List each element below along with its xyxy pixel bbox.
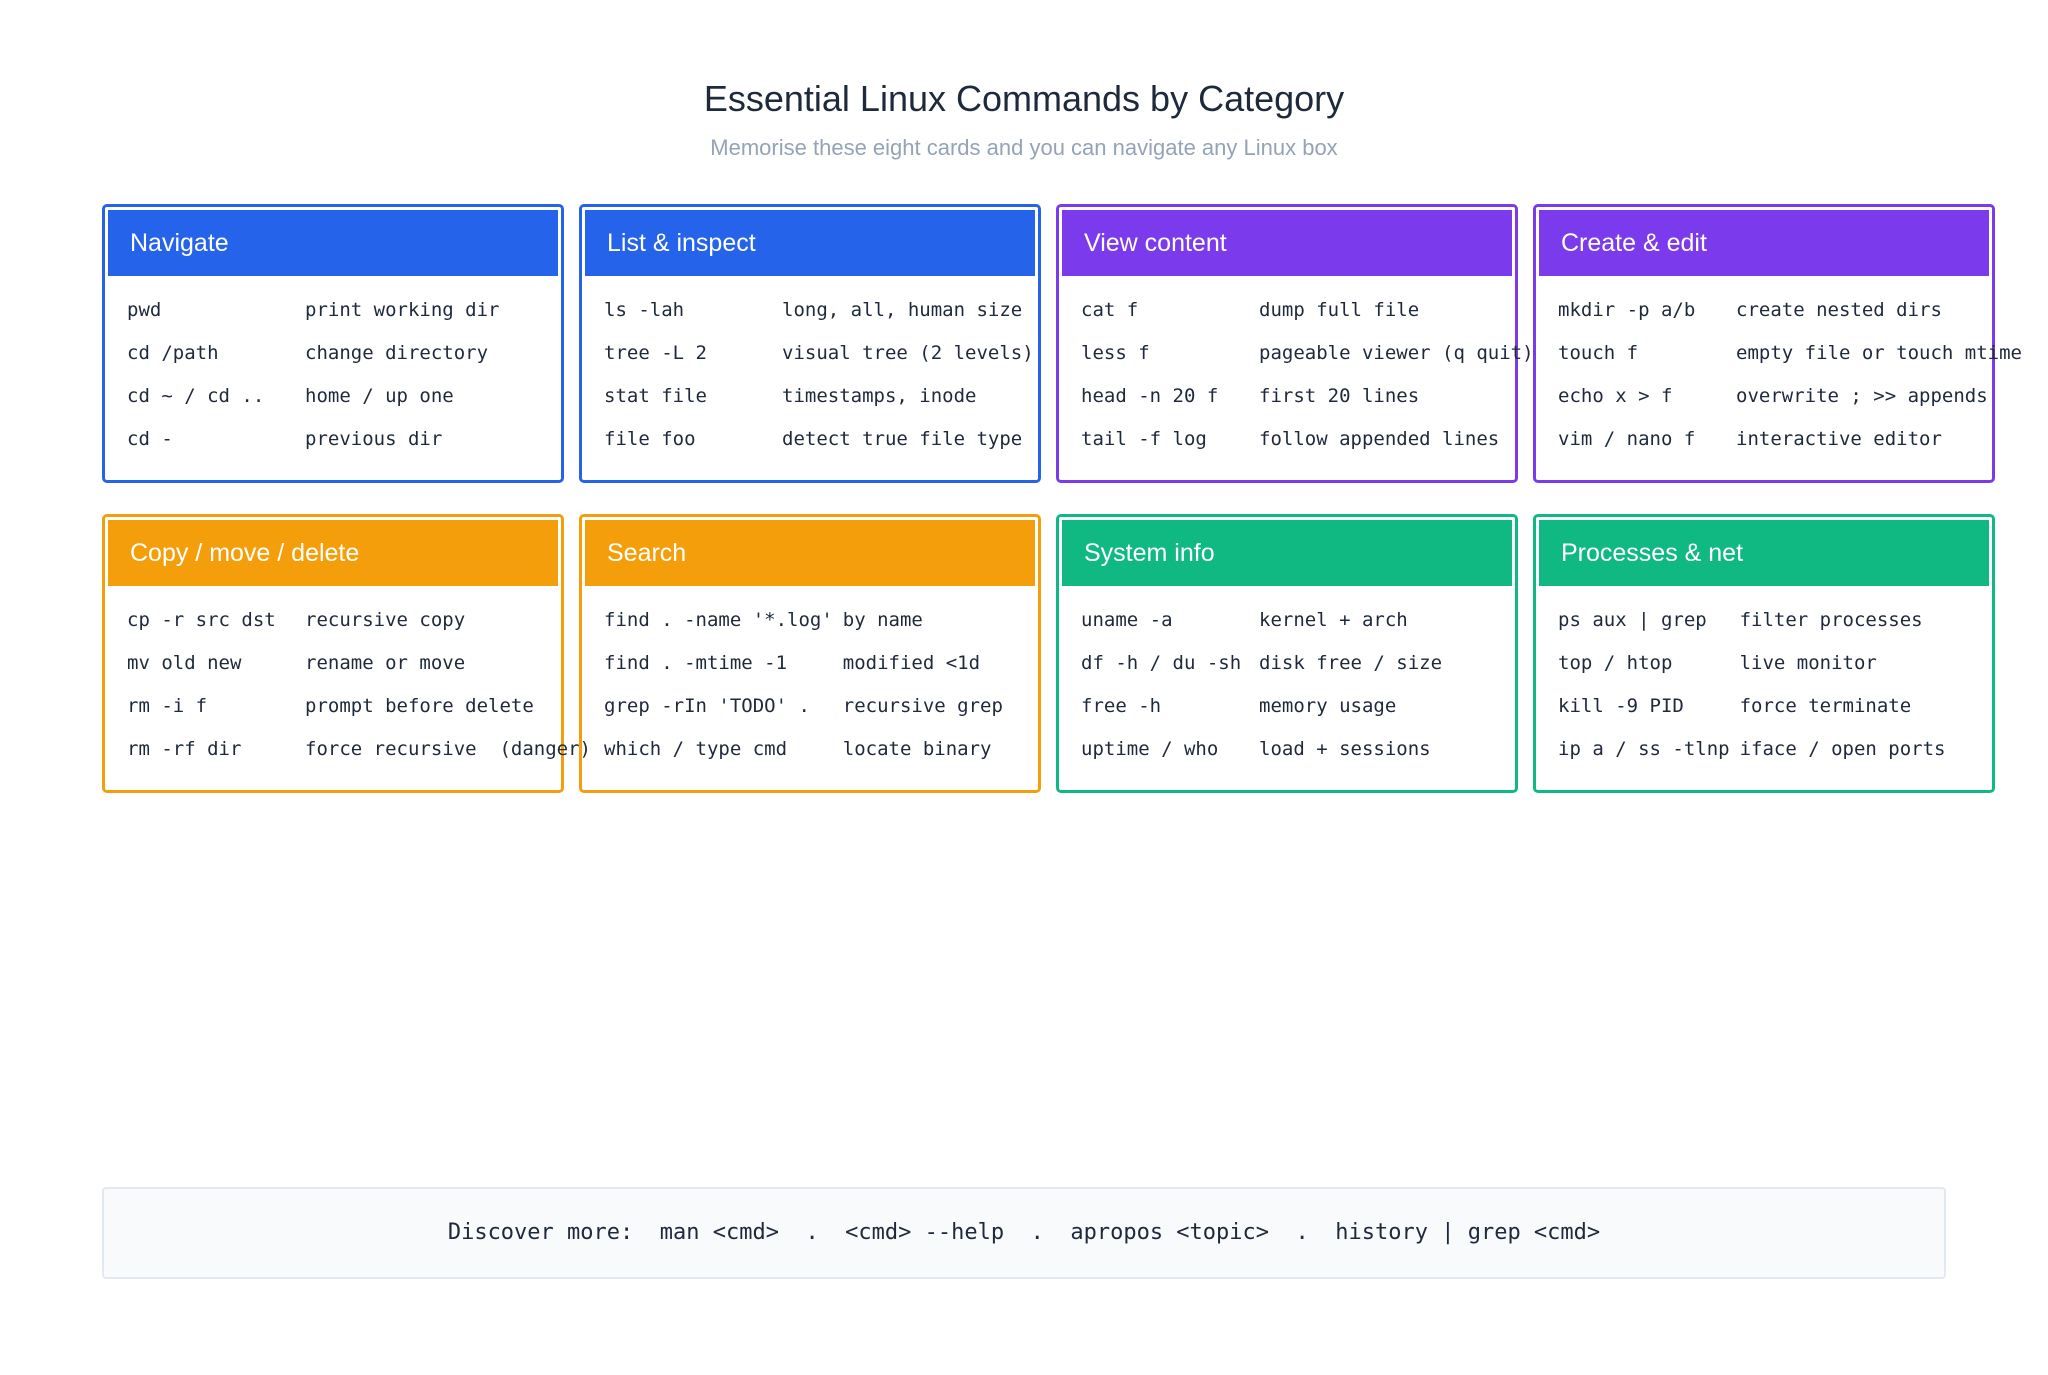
command: mkdir -p a/b bbox=[1558, 299, 1696, 321]
command: tail -f log bbox=[1081, 428, 1207, 450]
description: force terminate bbox=[1739, 695, 1912, 717]
command: rm -rf dir bbox=[127, 738, 242, 760]
description: kernel + arch bbox=[1259, 609, 1408, 631]
card-title: Search bbox=[585, 520, 1035, 586]
command: uptime / who bbox=[1081, 738, 1219, 760]
description: rename or move bbox=[305, 652, 466, 674]
command-list: ps aux | grep filter processes top / htop l… bbox=[1539, 586, 1989, 762]
description: dump full file bbox=[1259, 299, 1420, 321]
command: cd - bbox=[127, 428, 173, 450]
description: pageable viewer (q quit) bbox=[1259, 342, 1534, 364]
command-list: mkdir -p a/b create nested dirs touch f emp… bbox=[1539, 276, 2022, 452]
description: modified <1d bbox=[842, 652, 981, 674]
description: create nested dirs bbox=[1736, 299, 1942, 321]
command: ip a / ss -tlnp bbox=[1558, 738, 1730, 760]
description: follow appended lines bbox=[1259, 428, 1500, 450]
description: timestamps, inode bbox=[782, 385, 977, 407]
description: locate binary bbox=[842, 738, 992, 760]
card-title: Create & edit bbox=[1539, 210, 1989, 276]
card-title: List & inspect bbox=[585, 210, 1035, 276]
description: home / up one bbox=[305, 385, 454, 407]
description: long, all, human size bbox=[782, 299, 1023, 321]
command: kill -9 PID bbox=[1558, 695, 1684, 717]
command-list: pwd print working dir cd /path change direc… bbox=[108, 276, 558, 452]
description: memory usage bbox=[1259, 695, 1397, 717]
command: free -h bbox=[1081, 695, 1162, 717]
description: change directory bbox=[305, 342, 489, 364]
command: less f bbox=[1081, 342, 1150, 364]
description: first 20 lines bbox=[1259, 385, 1420, 407]
card: Search find . -name '*.log' by name find . … bbox=[579, 514, 1041, 793]
card-title: View content bbox=[1062, 210, 1512, 276]
card-title: Processes & net bbox=[1539, 520, 1989, 586]
card: Processes & net ps aux | grep filter proce… bbox=[1533, 514, 1995, 793]
command: vim / nano f bbox=[1558, 428, 1696, 450]
description: filter processes bbox=[1739, 609, 1923, 631]
description: force recursive (danger) bbox=[305, 738, 591, 760]
command: uname -a bbox=[1081, 609, 1173, 631]
card: System info uname -a kernel + arch df -h / … bbox=[1056, 514, 1518, 793]
description: recursive grep bbox=[842, 695, 1003, 717]
command: mv old new bbox=[127, 652, 242, 674]
command: head -n 20 f bbox=[1081, 385, 1219, 407]
command: pwd bbox=[127, 299, 162, 321]
description: disk free / size bbox=[1259, 652, 1443, 674]
title: Essential Linux Commands by Category bbox=[703, 78, 1345, 119]
description: detect true file type bbox=[782, 428, 1023, 450]
card-grid: Navigate pwd print working dir cd /path chan… bbox=[102, 204, 2022, 793]
command: cp -r src dst bbox=[127, 609, 276, 631]
subtitle: Memorise these eight cards and you can n… bbox=[710, 135, 1338, 160]
command: grep -rIn 'TODO' . bbox=[604, 695, 810, 717]
footer: Discover more: man <cmd> . <cmd> --help … bbox=[102, 1187, 1946, 1279]
card-title: Copy / move / delete bbox=[108, 520, 558, 586]
description: live monitor bbox=[1739, 652, 1877, 674]
command: stat file bbox=[604, 385, 707, 407]
command: find . -name '*.log' bbox=[604, 609, 833, 631]
command: ls -lah bbox=[604, 299, 685, 321]
card-title: Navigate bbox=[108, 210, 558, 276]
command-list: cat f dump full file less f pageable viewer… bbox=[1062, 276, 1534, 452]
command: cat f bbox=[1081, 299, 1139, 321]
description: load + sessions bbox=[1259, 738, 1431, 760]
command: ps aux | grep bbox=[1558, 609, 1707, 631]
command: rm -i f bbox=[127, 695, 208, 717]
command-list: ls -lah long, all, human size tree -L 2 vis… bbox=[585, 276, 1035, 452]
description: print working dir bbox=[305, 299, 500, 321]
card: View content cat f dump full file less f pag… bbox=[1056, 204, 1534, 483]
command: cd ~ / cd .. bbox=[127, 385, 265, 407]
card: Create & edit mkdir -p a/b create nested d… bbox=[1533, 204, 2022, 483]
description: overwrite ; >> appends bbox=[1736, 385, 1988, 407]
description: previous dir bbox=[305, 428, 443, 450]
description: iface / open ports bbox=[1739, 738, 1946, 760]
card-title: System info bbox=[1062, 520, 1512, 586]
card: List & inspect ls -lah long, all, human si… bbox=[579, 204, 1041, 483]
description: by name bbox=[842, 609, 923, 631]
command: find . -mtime -1 bbox=[604, 652, 788, 674]
card: Copy / move / delete cp -r src dst recursi… bbox=[102, 514, 591, 793]
command: cd /path bbox=[127, 342, 219, 364]
command: tree -L 2 bbox=[604, 342, 707, 364]
command: df -h / du -sh bbox=[1081, 652, 1242, 674]
description: prompt before delete bbox=[305, 695, 534, 717]
command: top / htop bbox=[1558, 652, 1673, 674]
description: interactive editor bbox=[1736, 428, 1942, 450]
command: echo x > f bbox=[1558, 385, 1673, 407]
command-list: find . -name '*.log' by name find . -mtime… bbox=[585, 586, 1035, 762]
description: visual tree (2 levels) bbox=[782, 342, 1034, 364]
command: which / type cmd bbox=[604, 738, 788, 760]
command-list: uname -a kernel + arch df -h / du -sh disk … bbox=[1062, 586, 1512, 762]
description: empty file or touch mtime bbox=[1736, 342, 2022, 364]
command: touch f bbox=[1558, 342, 1639, 364]
command: file foo bbox=[604, 428, 696, 450]
command-list: cp -r src dst recursive copy mv old new ren… bbox=[108, 586, 591, 762]
card: Navigate pwd print working dir cd /path chan… bbox=[102, 204, 564, 483]
description: recursive copy bbox=[305, 609, 466, 631]
